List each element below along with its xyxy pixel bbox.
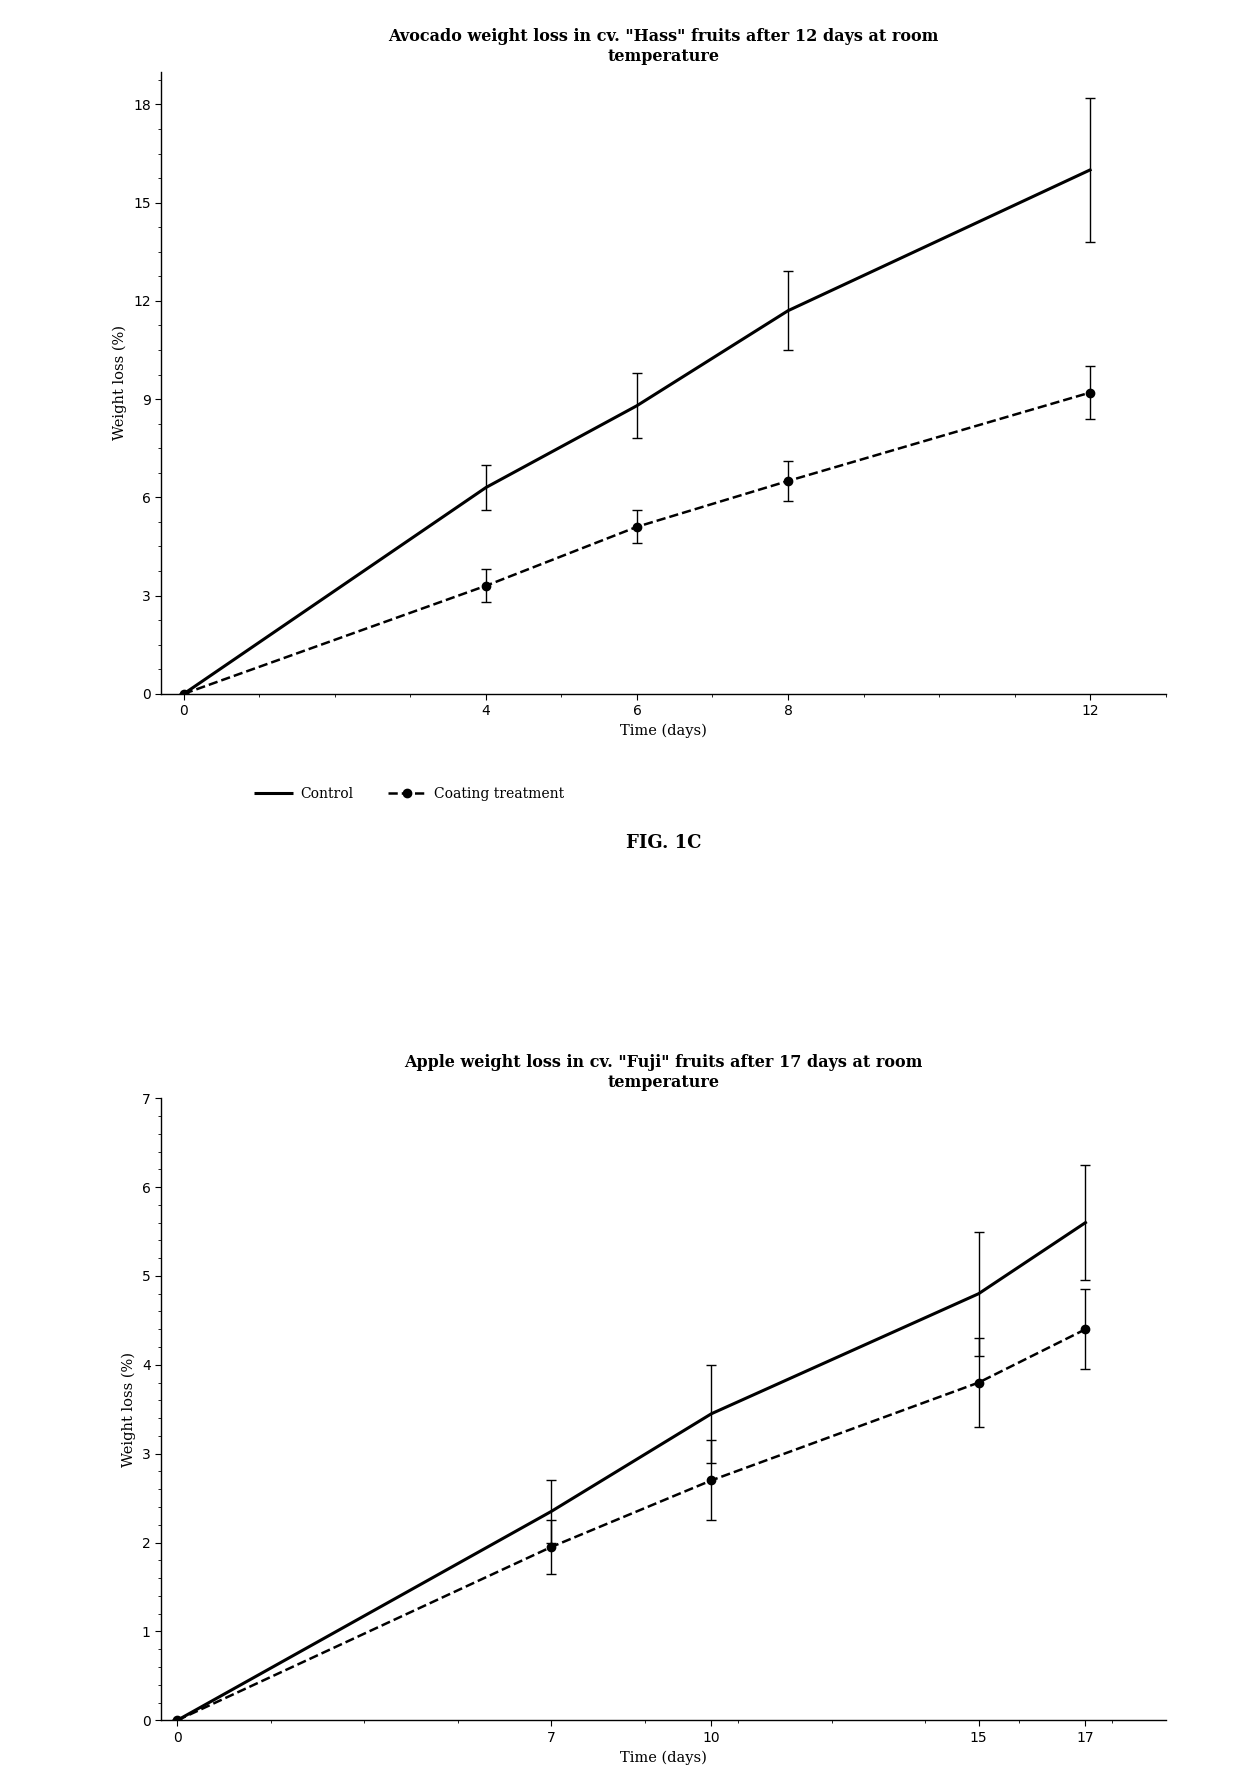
X-axis label: Time (days): Time (days) xyxy=(620,1751,707,1765)
Title: Avocado weight loss in cv. "Hass" fruits after 12 days at room
temperature: Avocado weight loss in cv. "Hass" fruits… xyxy=(388,29,939,65)
Title: Apple weight loss in cv. "Fuji" fruits after 17 days at room
temperature: Apple weight loss in cv. "Fuji" fruits a… xyxy=(404,1054,923,1091)
Text: FIG. 1C: FIG. 1C xyxy=(626,833,701,853)
Y-axis label: Weight loss (%): Weight loss (%) xyxy=(113,324,128,441)
Legend: Control, Coating treatment: Control, Coating treatment xyxy=(248,781,569,806)
Y-axis label: Weight loss (%): Weight loss (%) xyxy=(122,1351,136,1468)
X-axis label: Time (days): Time (days) xyxy=(620,724,707,738)
